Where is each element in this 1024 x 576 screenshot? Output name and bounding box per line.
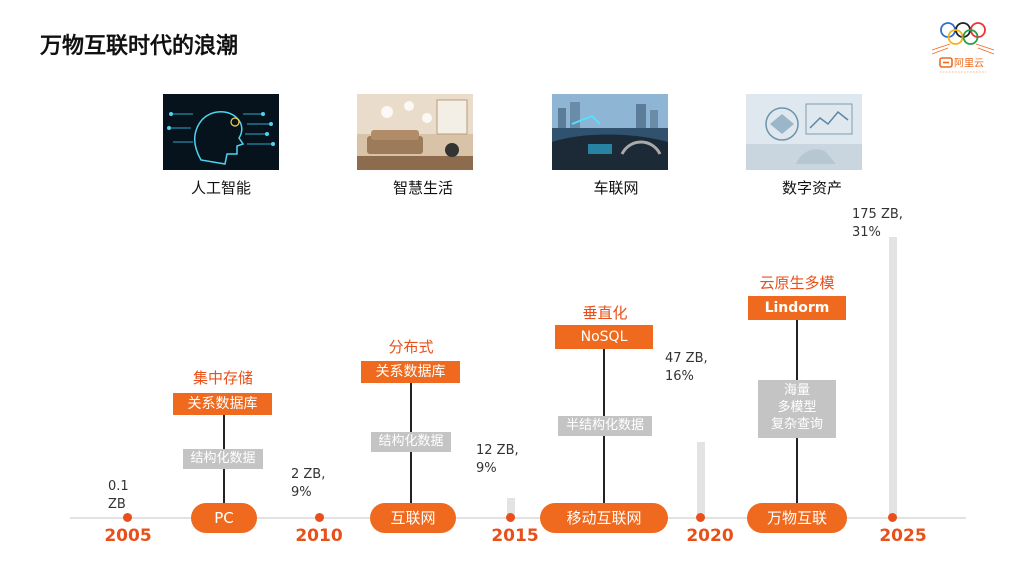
connected-car-image (552, 94, 668, 170)
logo-brand-text: 阿里云 (954, 58, 984, 70)
volume-bar-2025 (889, 237, 897, 517)
stage-data-structured-2: 结构化数据 (371, 432, 451, 452)
feature-complex-query: 复杂查询 (770, 417, 823, 432)
year-label-2020: 2020 (686, 526, 734, 546)
era-pill-iot: 万物互联 (747, 503, 847, 533)
year-dot-2015 (506, 513, 515, 522)
stage-title-vertical: 垂直化 (582, 304, 628, 322)
feature-multi-model: 多模型 (777, 400, 817, 415)
stage-title-centralized: 集中存储 (192, 369, 253, 387)
volume-label-2015: 12 ZB, 9% (476, 443, 519, 476)
volume-label-2025: 175 ZB, 31% (852, 207, 903, 240)
era-pill-pc: PC (191, 503, 257, 533)
era-pill-mobile-internet: 移动互联网 (540, 503, 668, 533)
timeline-axis (70, 517, 966, 519)
smart-home-image (357, 94, 473, 170)
stage-data-semistructured: 半结构化数据 (558, 416, 652, 436)
stage-db-nosql: NoSQL (555, 325, 653, 349)
ai-head-image (163, 94, 279, 170)
stage-data-structured-1: 结构化数据 (183, 449, 263, 469)
stage-title-distributed: 分布式 (388, 338, 434, 356)
year-dot-2025 (888, 513, 897, 522)
theme-label-digital-assets: 数字资产 (781, 179, 842, 197)
year-label-2010: 2010 (295, 526, 343, 546)
theme-label-smart-life: 智慧生活 (392, 179, 453, 197)
stage-title-cloud-native: 云原生多模 (759, 274, 835, 292)
stage-db-lindorm: Lindorm (748, 296, 846, 320)
volume-bar-2015 (507, 497, 515, 517)
era-pill-internet: 互联网 (370, 503, 456, 533)
volume-bar-2020 (697, 441, 705, 517)
stage-data-multimodel: 海量 多模型 复杂查询 (758, 380, 836, 438)
year-dot-2005 (123, 513, 132, 522)
olympic-rings-icon: 阿里云 (931, 22, 995, 73)
year-label-2015: 2015 (491, 526, 539, 546)
stage-db-relational-1: 关系数据库 (173, 393, 272, 415)
volume-label-2005: 0.1 ZB (108, 479, 129, 512)
year-label-2025: 2025 (879, 526, 927, 546)
page-title: 万物互联时代的浪潮 (40, 34, 239, 59)
theme-label-connected-car: 车联网 (593, 179, 639, 197)
digital-assets-image (746, 94, 862, 170)
volume-label-2020: 47 ZB, 16% (665, 351, 708, 384)
year-dot-2010 (315, 513, 324, 522)
stage-db-relational-2: 关系数据库 (361, 361, 460, 383)
theme-label-ai: 人工智能 (190, 179, 251, 197)
volume-label-2010: 2 ZB, 9% (291, 467, 326, 500)
year-dot-2020 (696, 513, 705, 522)
feature-massive: 海量 (783, 383, 810, 398)
brand-logo: 阿里云 (928, 18, 998, 78)
year-label-2005: 2005 (104, 526, 152, 546)
